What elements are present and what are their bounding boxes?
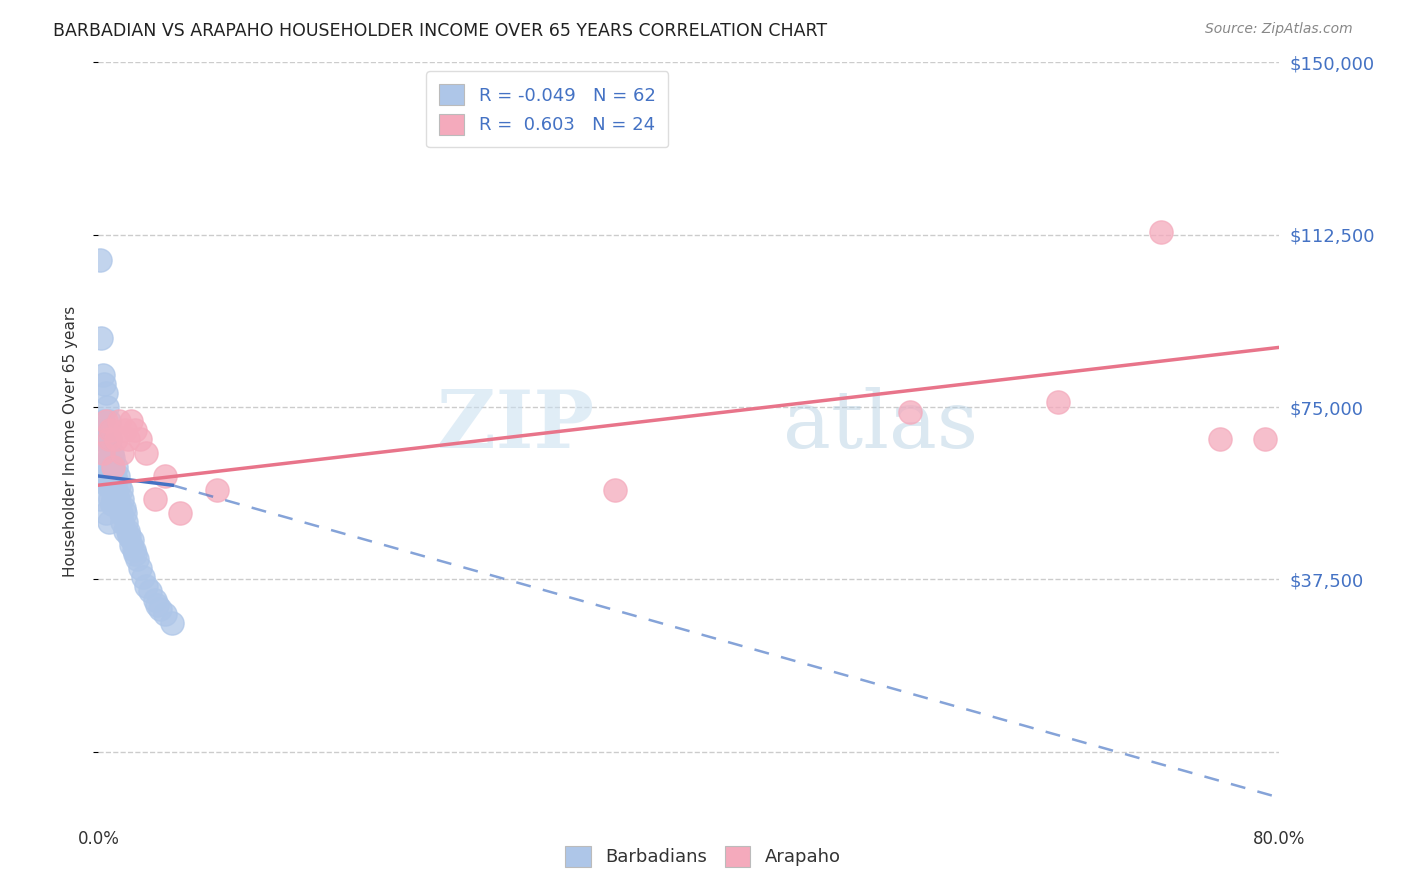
Point	[125, 551, 148, 566]
Point	[91, 414, 114, 428]
Text: atlas: atlas	[783, 387, 979, 466]
Point	[103, 459, 125, 474]
Point	[114, 506, 136, 520]
Point	[153, 607, 176, 621]
Point	[97, 414, 120, 428]
Point	[105, 459, 128, 474]
Point	[89, 253, 111, 268]
Point	[146, 598, 169, 612]
Point	[100, 497, 122, 511]
Point	[111, 491, 134, 506]
Point	[97, 478, 120, 492]
Point	[104, 469, 127, 483]
Point	[1150, 226, 1173, 240]
Point	[97, 450, 120, 465]
Point	[110, 483, 132, 497]
Point	[105, 432, 128, 446]
Point	[98, 423, 121, 437]
Point	[108, 497, 131, 511]
Point	[120, 538, 142, 552]
Point	[93, 459, 115, 474]
Point	[128, 432, 150, 446]
Point	[205, 483, 228, 497]
Point	[605, 483, 627, 497]
Point	[96, 446, 118, 460]
Point	[143, 593, 166, 607]
Point	[118, 529, 141, 543]
Point	[900, 405, 922, 419]
Point	[97, 432, 120, 446]
Point	[94, 414, 117, 428]
Point	[121, 533, 143, 548]
Legend: R = -0.049   N = 62, R =  0.603   N = 24: R = -0.049 N = 62, R = 0.603 N = 24	[426, 71, 668, 147]
Point	[103, 469, 125, 483]
Point	[135, 446, 157, 460]
Point	[143, 491, 166, 506]
Point	[1046, 395, 1070, 409]
Point	[103, 491, 125, 506]
Y-axis label: Householder Income Over 65 years: Householder Income Over 65 years	[63, 306, 77, 577]
Point	[107, 469, 129, 483]
Point	[1254, 432, 1277, 446]
Point	[112, 501, 135, 516]
Point	[124, 547, 146, 561]
Point	[98, 432, 121, 446]
Point	[94, 386, 117, 401]
Point	[90, 331, 112, 345]
Point	[98, 459, 121, 474]
Point	[103, 450, 125, 465]
Point	[94, 432, 117, 446]
Point	[110, 506, 132, 520]
Point	[162, 615, 183, 630]
Point	[91, 446, 114, 460]
Point	[100, 469, 122, 483]
Point	[169, 506, 191, 520]
Point	[120, 414, 142, 428]
Point	[115, 515, 138, 529]
Point	[139, 583, 162, 598]
Text: BARBADIAN VS ARAPAHO HOUSEHOLDER INCOME OVER 65 YEARS CORRELATION CHART: BARBADIAN VS ARAPAHO HOUSEHOLDER INCOME …	[53, 22, 828, 40]
Text: Source: ZipAtlas.com: Source: ZipAtlas.com	[1205, 22, 1353, 37]
Point	[100, 446, 122, 460]
Point	[111, 515, 134, 529]
Point	[124, 423, 146, 437]
Point	[114, 524, 136, 538]
Point	[114, 423, 136, 437]
Point	[128, 561, 150, 575]
Point	[105, 483, 128, 497]
Legend: Barbadians, Arapaho: Barbadians, Arapaho	[558, 838, 848, 874]
Text: ZIP: ZIP	[437, 387, 595, 466]
Point	[132, 570, 155, 584]
Point	[98, 491, 121, 506]
Point	[97, 515, 120, 529]
Point	[135, 579, 157, 593]
Point	[93, 377, 115, 392]
Point	[117, 432, 139, 446]
Point	[153, 469, 176, 483]
Point	[94, 506, 117, 520]
Point	[94, 469, 117, 483]
Point	[108, 414, 131, 428]
Point	[117, 524, 139, 538]
Point	[122, 542, 145, 557]
Point	[104, 487, 127, 501]
Point	[96, 478, 118, 492]
Point	[89, 491, 111, 506]
Point	[91, 469, 114, 483]
Point	[93, 423, 115, 437]
Point	[108, 478, 131, 492]
Point	[107, 491, 129, 506]
Point	[96, 400, 118, 414]
Point	[149, 602, 172, 616]
Point	[111, 446, 134, 460]
Point	[91, 368, 114, 382]
Point	[90, 432, 112, 446]
Point	[1209, 432, 1232, 446]
